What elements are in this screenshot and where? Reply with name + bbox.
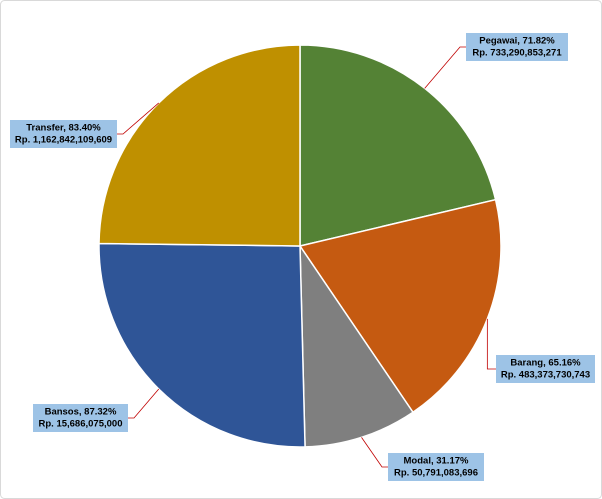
data-label-amount: Rp. 483,373,730,743 <box>501 370 590 381</box>
leader-line <box>361 437 388 468</box>
label-box <box>466 33 568 61</box>
data-label-amount: Rp. 733,290,853,271 <box>472 48 562 59</box>
data-label-amount: Rp. 15,686,075,000 <box>39 419 123 430</box>
leader-line <box>117 102 160 135</box>
pie-slice <box>98 44 301 247</box>
label-box <box>33 404 128 432</box>
pie-slice <box>298 198 502 414</box>
data-label: Pegawai, 71.82% <box>479 36 555 47</box>
label-box <box>10 120 117 148</box>
pie-slice <box>299 44 497 247</box>
data-label: Modal, 31.17% <box>404 456 469 467</box>
label-box <box>496 355 595 383</box>
leader-line <box>128 388 160 419</box>
leader-line <box>424 46 466 89</box>
data-label-amount: Rp. 1,162,842,109,609 <box>15 135 112 146</box>
data-label: Bansos, 87.32% <box>45 407 117 418</box>
label-box <box>388 453 484 481</box>
data-label: Barang, 65.16% <box>510 358 581 369</box>
data-label-amount: Rp. 50,791,083,696 <box>394 468 478 479</box>
data-label: Transfer, 83.40% <box>26 123 101 134</box>
leader-line <box>486 318 496 370</box>
